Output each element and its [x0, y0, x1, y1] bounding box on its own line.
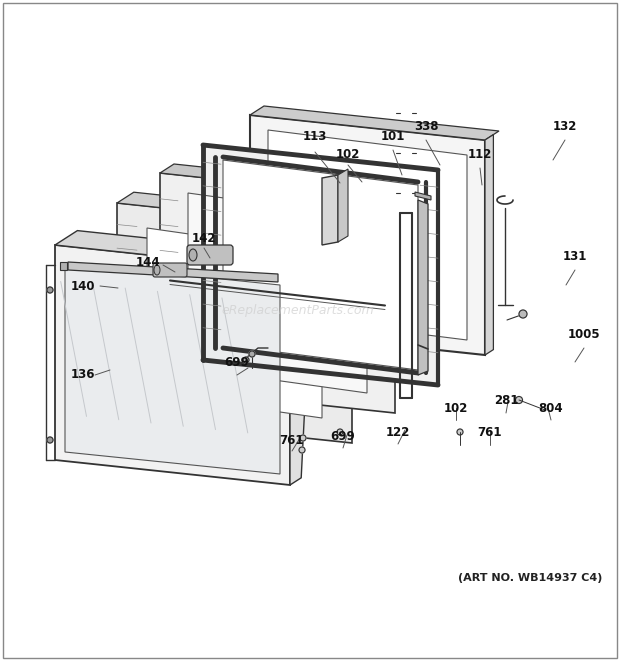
Text: 338: 338	[414, 120, 438, 134]
Circle shape	[515, 397, 523, 403]
Polygon shape	[415, 192, 431, 200]
Text: (ART NO. WB14937 C4): (ART NO. WB14937 C4)	[458, 573, 602, 583]
FancyBboxPatch shape	[153, 263, 187, 277]
Text: 281: 281	[494, 395, 518, 407]
Polygon shape	[250, 106, 499, 140]
Polygon shape	[160, 173, 395, 413]
Text: 132: 132	[553, 120, 577, 134]
Circle shape	[299, 447, 305, 453]
Text: 112: 112	[468, 149, 492, 161]
Polygon shape	[117, 203, 352, 443]
Circle shape	[243, 357, 249, 363]
Ellipse shape	[154, 265, 160, 275]
Circle shape	[249, 351, 255, 357]
Text: 136: 136	[71, 368, 95, 381]
Polygon shape	[55, 231, 312, 270]
Polygon shape	[147, 228, 322, 418]
Polygon shape	[117, 192, 369, 228]
Polygon shape	[203, 145, 438, 385]
Text: 142: 142	[192, 231, 216, 245]
Text: 144: 144	[136, 256, 161, 268]
Text: eReplacementParts.com: eReplacementParts.com	[221, 304, 374, 317]
Polygon shape	[268, 130, 467, 340]
Text: 113: 113	[303, 130, 327, 143]
Text: 122: 122	[386, 426, 410, 438]
Polygon shape	[55, 245, 290, 485]
Text: 1005: 1005	[568, 329, 600, 342]
Text: 804: 804	[539, 401, 564, 414]
Polygon shape	[418, 200, 428, 375]
Polygon shape	[160, 164, 409, 198]
Polygon shape	[68, 262, 278, 282]
FancyBboxPatch shape	[187, 245, 233, 265]
Text: 102: 102	[336, 149, 360, 161]
Text: 131: 131	[563, 251, 587, 264]
Polygon shape	[338, 169, 348, 242]
Text: 101: 101	[381, 130, 405, 143]
Text: 102: 102	[444, 401, 468, 414]
Text: 140: 140	[71, 280, 95, 293]
Circle shape	[300, 435, 306, 441]
Ellipse shape	[189, 249, 197, 261]
Text: 699: 699	[330, 430, 355, 444]
Text: 761: 761	[478, 426, 502, 438]
Polygon shape	[223, 160, 418, 370]
Circle shape	[337, 429, 343, 435]
Circle shape	[47, 437, 53, 443]
Polygon shape	[65, 263, 280, 474]
Circle shape	[519, 310, 527, 318]
Circle shape	[457, 429, 463, 435]
Polygon shape	[60, 262, 67, 270]
Circle shape	[47, 287, 53, 293]
Polygon shape	[290, 256, 312, 485]
Polygon shape	[322, 175, 338, 245]
Polygon shape	[485, 135, 494, 355]
Polygon shape	[250, 115, 485, 355]
Polygon shape	[188, 193, 367, 393]
Text: 699: 699	[224, 356, 249, 369]
Text: 761: 761	[280, 434, 304, 446]
